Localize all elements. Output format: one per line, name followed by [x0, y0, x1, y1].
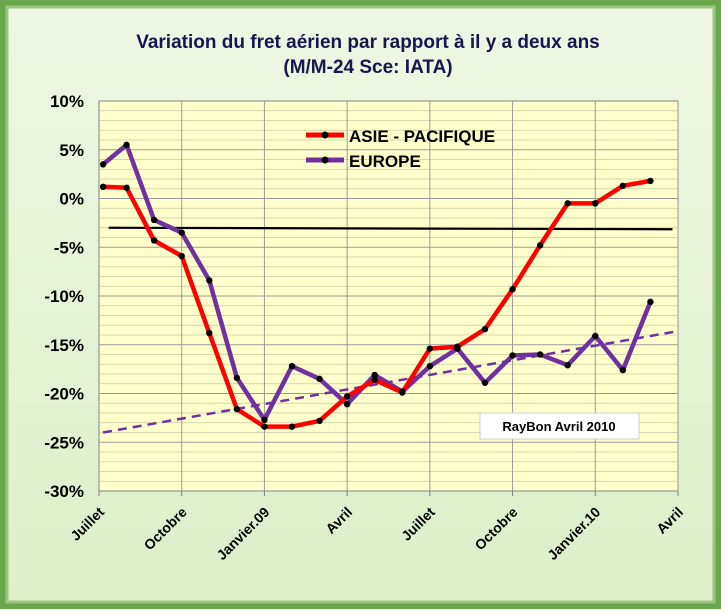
data-point-asie-pacifique: [150, 237, 158, 244]
data-point-europe: [288, 363, 296, 370]
y-axis-tick-labels: 10% 5% 0% -5% -10% -15% -20% -25% -30%: [44, 92, 84, 501]
horizontal-gridlines: [99, 110, 678, 482]
y-tick-label: -15%: [44, 336, 84, 355]
data-point-asie-pacifique: [647, 177, 654, 185]
data-point-europe: [481, 379, 489, 386]
data-point-asie-pacifique: [536, 242, 544, 249]
series-group: [99, 141, 654, 430]
data-point-europe: [178, 229, 185, 236]
data-point-asie-pacifique: [592, 200, 599, 207]
reference-line: [108, 226, 673, 231]
data-point-europe: [509, 352, 516, 359]
data-point-asie-pacifique: [316, 417, 323, 424]
data-point-asie-pacifique: [233, 405, 241, 413]
data-point-europe: [206, 277, 213, 284]
legend: ASIE - PACIFIQUE EUROPE: [306, 127, 495, 171]
y-tick-label: -20%: [44, 385, 84, 404]
y-tick-label: 10%: [50, 92, 84, 111]
data-point-europe: [233, 374, 241, 382]
data-point-asie-pacifique: [509, 285, 516, 293]
chart-subtitle: (M/M-24 Sce: IATA): [283, 57, 452, 78]
reference-line-group: [108, 226, 673, 231]
y-tick-label: -10%: [44, 287, 84, 306]
data-point-europe: [99, 161, 107, 168]
data-point-europe: [316, 375, 323, 383]
annotation-text: RayBon Avril 2010: [502, 419, 615, 434]
data-point-europe: [536, 351, 544, 358]
data-point-asie-pacifique: [619, 182, 627, 190]
annotation-box: RayBon Avril 2010: [479, 412, 640, 440]
data-point-asie-pacifique: [123, 184, 130, 191]
data-point-asie-pacifique: [481, 325, 489, 333]
data-point-europe: [261, 416, 268, 424]
data-point-asie-pacifique: [99, 183, 107, 190]
data-point-europe: [426, 363, 434, 370]
data-point-asie-pacifique: [261, 423, 268, 430]
data-point-asie-pacifique: [426, 345, 434, 352]
data-point-europe: [371, 371, 378, 379]
legend-marker-europe: [321, 156, 329, 164]
data-point-asie-pacifique: [206, 329, 213, 337]
chart-title: Variation du fret aérien par rapport à i…: [136, 32, 600, 53]
data-point-asie-pacifique: [399, 389, 406, 396]
data-point-asie-pacifique: [371, 376, 378, 384]
data-point-europe: [343, 401, 351, 408]
y-tick-label: 5%: [59, 141, 84, 160]
data-point-asie-pacifique: [343, 393, 351, 400]
legend-marker-asie: [321, 131, 329, 139]
data-point-europe: [647, 298, 654, 306]
data-point-europe: [123, 141, 130, 149]
y-tick-label: 0%: [59, 190, 84, 209]
data-point-europe: [150, 216, 158, 224]
data-point-asie-pacifique: [178, 252, 185, 260]
y-tick-label: -30%: [44, 482, 84, 501]
legend-label-asie: ASIE - PACIFIQUE: [349, 127, 495, 146]
y-tick-label: -5%: [54, 238, 84, 257]
data-point-europe: [619, 366, 627, 374]
data-point-asie-pacifique: [288, 423, 296, 430]
data-point-asie-pacifique: [454, 343, 461, 350]
data-point-asie-pacifique: [564, 200, 571, 207]
data-point-europe: [592, 332, 599, 340]
y-tick-label: -25%: [44, 433, 84, 452]
legend-label-europe: EUROPE: [349, 152, 421, 171]
data-point-europe: [564, 362, 571, 369]
